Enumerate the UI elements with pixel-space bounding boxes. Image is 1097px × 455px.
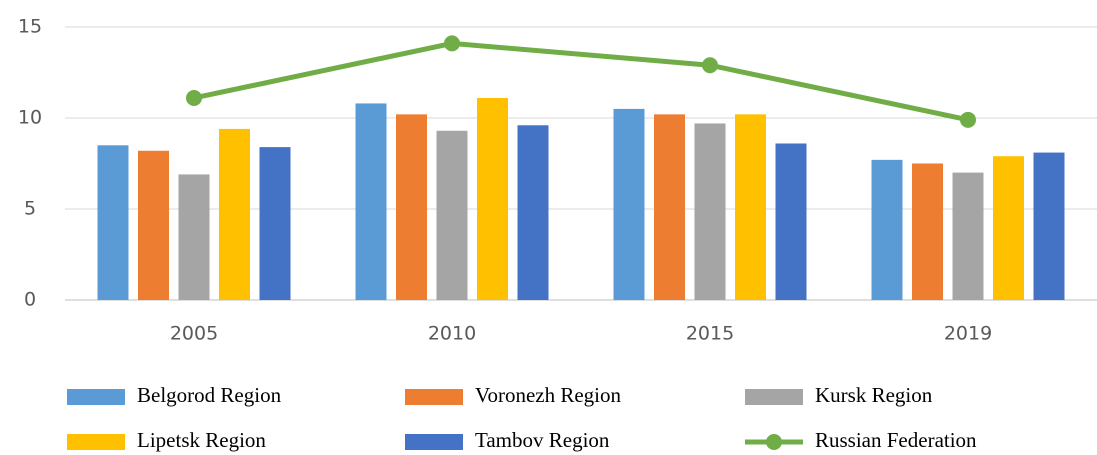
bar xyxy=(138,150,169,300)
line-marker xyxy=(960,111,976,128)
legend-label: Russian Federation xyxy=(815,428,977,452)
legend-label: Lipetsk Region xyxy=(137,428,266,452)
bar xyxy=(613,108,645,301)
bar xyxy=(735,114,766,300)
bar xyxy=(775,143,807,300)
bar xyxy=(993,156,1024,300)
bar xyxy=(259,147,291,300)
x-tick-label: 2005 xyxy=(170,323,218,345)
bar xyxy=(477,97,508,300)
line xyxy=(193,40,969,123)
line-marker xyxy=(186,89,202,106)
line-marker xyxy=(444,35,460,52)
bar xyxy=(355,103,387,300)
legend-label: Kursk Region xyxy=(815,383,933,407)
bar xyxy=(219,128,250,300)
bar xyxy=(912,163,943,300)
bar xyxy=(436,130,468,300)
bar xyxy=(97,145,129,300)
bar xyxy=(694,123,726,301)
x-tick-label: 2019 xyxy=(944,323,992,345)
y-tick-label: 5 xyxy=(24,198,36,220)
bar xyxy=(952,172,984,300)
bar xyxy=(396,114,427,300)
x-tick-label: 2015 xyxy=(686,323,734,345)
bar xyxy=(871,159,903,300)
x-tick-label: 2010 xyxy=(428,323,476,345)
legend-swatch xyxy=(67,434,125,450)
bar xyxy=(654,114,685,300)
legend-label: Belgorod Region xyxy=(137,383,282,407)
legend-swatch xyxy=(405,389,463,405)
y-tick-label: 10 xyxy=(18,107,42,129)
legend-label: Tambov Region xyxy=(475,428,610,452)
legend-swatch xyxy=(745,389,803,405)
legend-label: Voronezh Region xyxy=(475,383,622,407)
y-tick-label: 0 xyxy=(24,289,36,311)
y-tick-label: 15 xyxy=(18,16,42,38)
legend-swatch xyxy=(67,389,125,405)
legend-swatch xyxy=(405,434,463,450)
line-marker xyxy=(702,57,718,74)
bar xyxy=(1033,152,1065,300)
bar xyxy=(517,125,549,300)
legend-swatch xyxy=(766,434,782,450)
bar xyxy=(178,174,210,300)
